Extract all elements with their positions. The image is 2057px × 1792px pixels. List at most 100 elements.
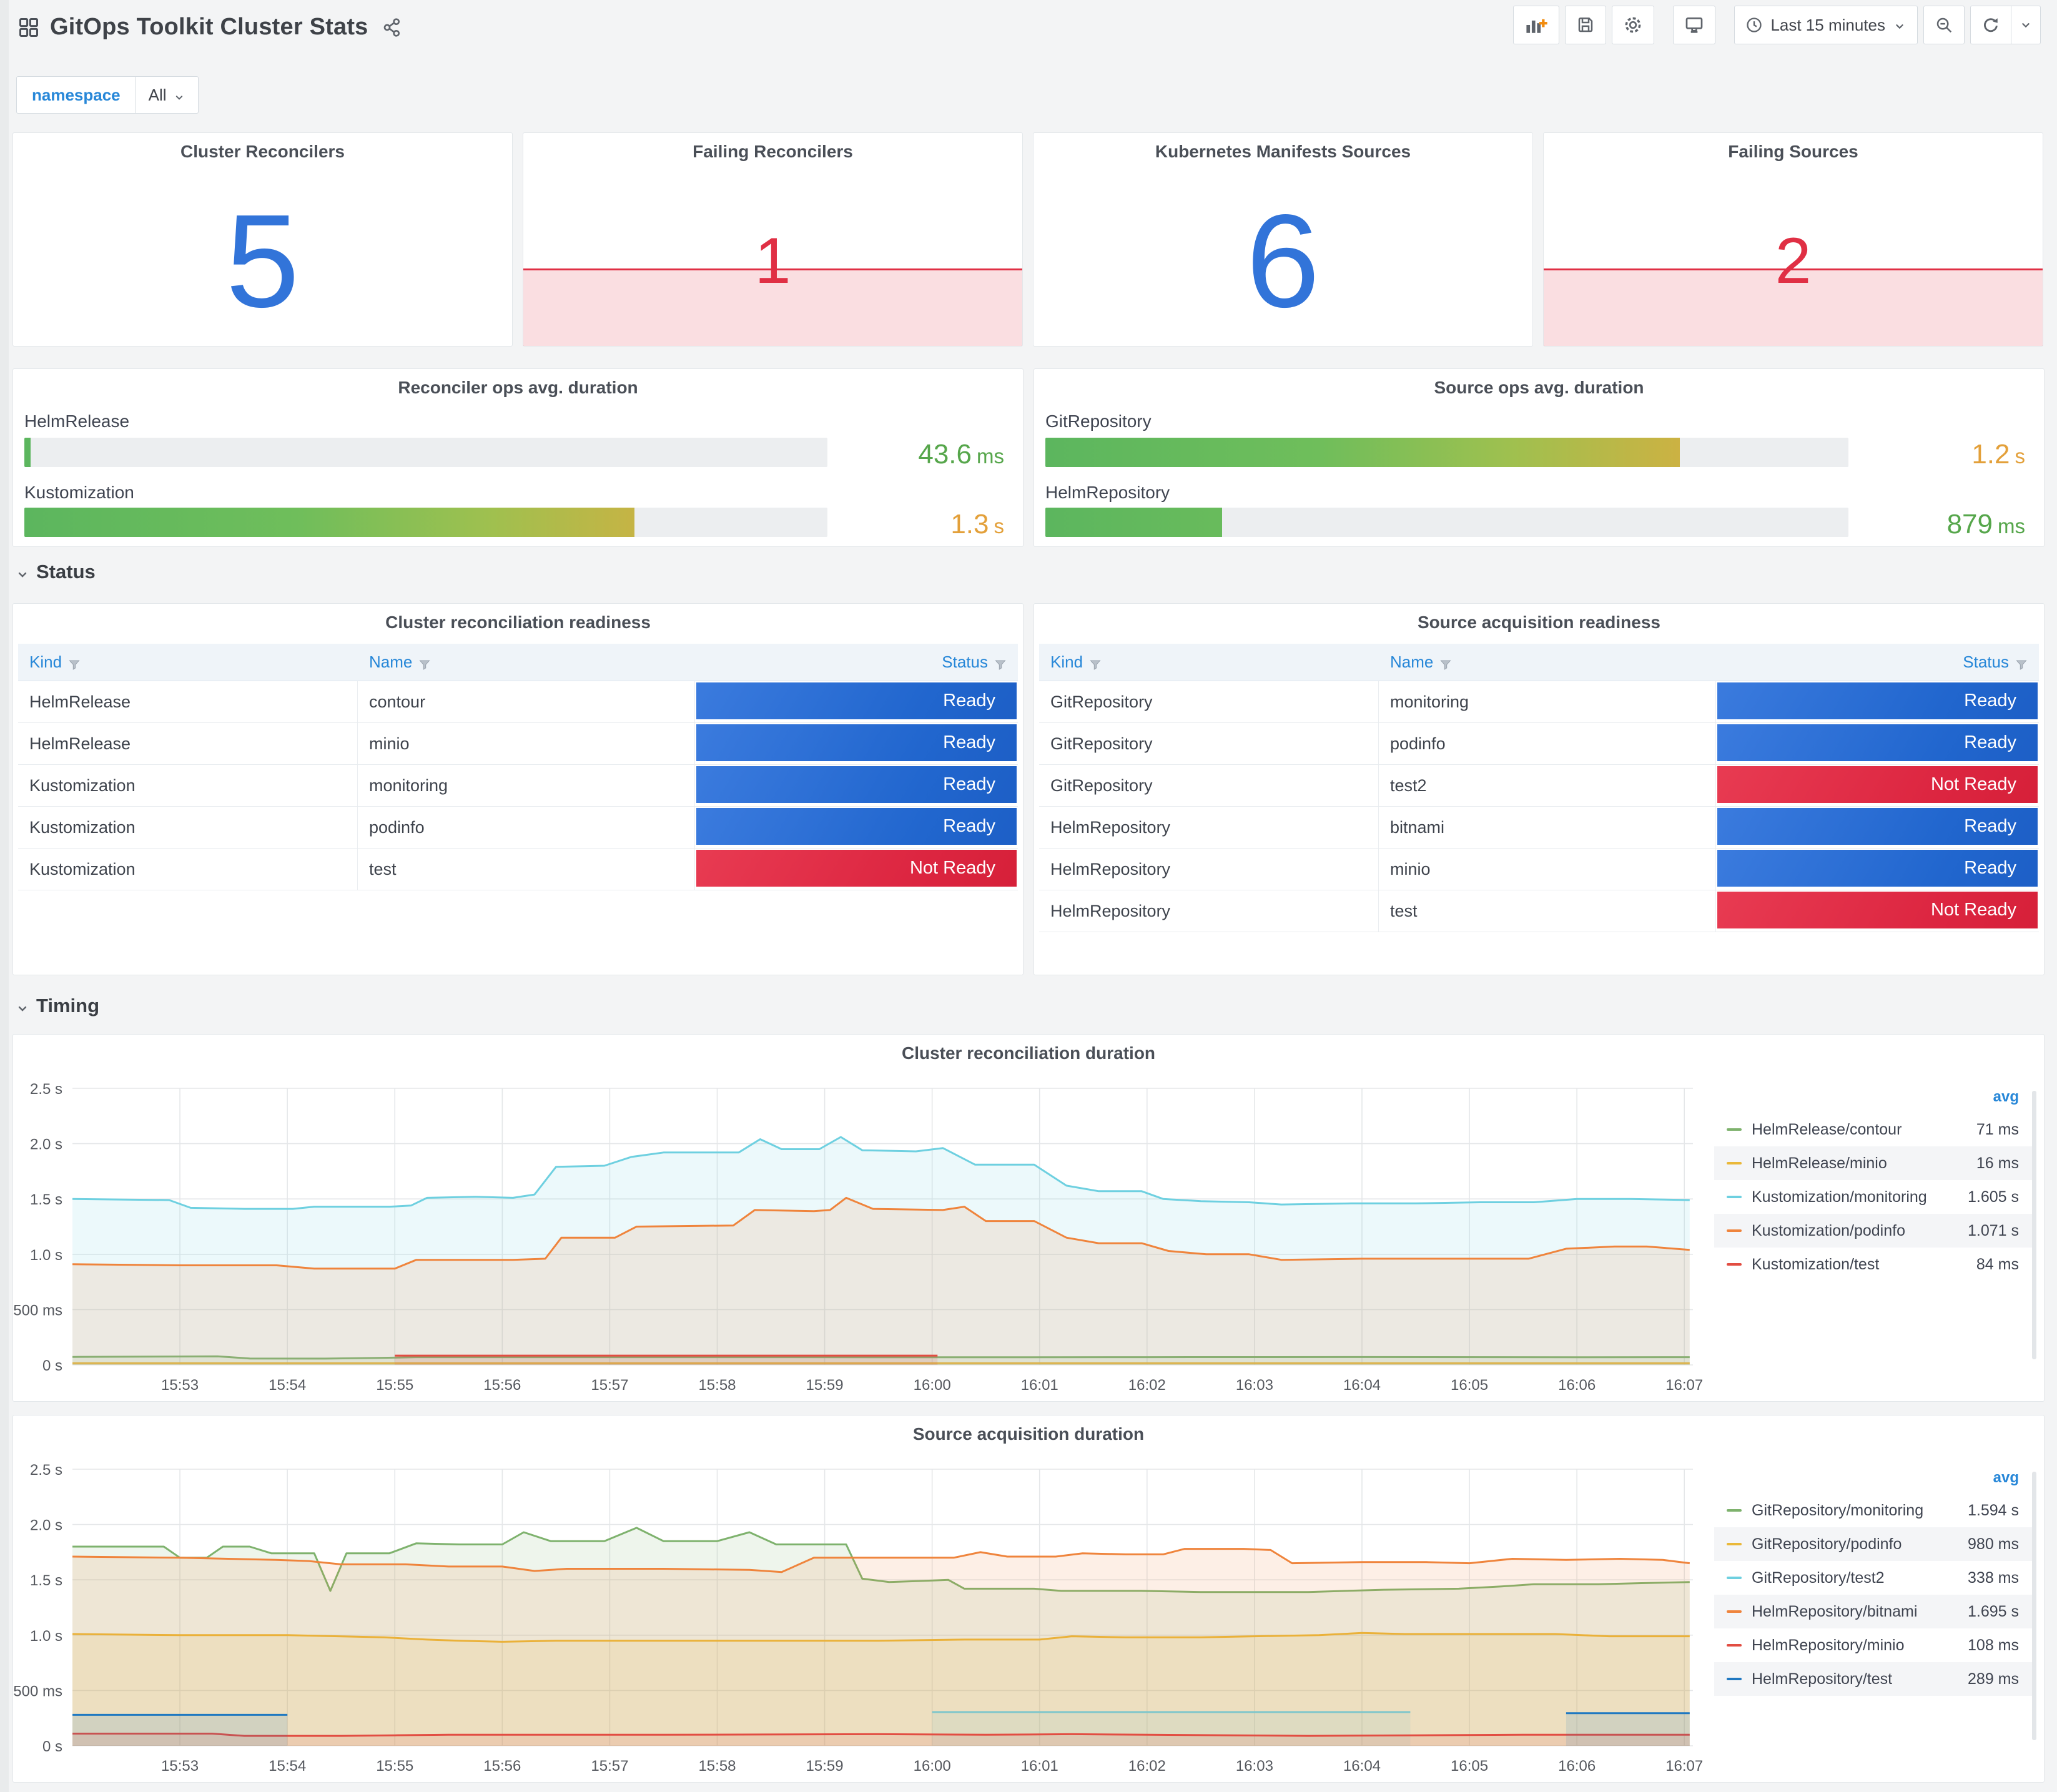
- share-icon[interactable]: [382, 17, 402, 37]
- cell-name: minio: [358, 723, 695, 764]
- chart-canvas[interactable]: 0 s 500 ms 1.0 s 1.5 s 2.0 s 2.5 s 15:53 15:54 1…: [13, 1415, 2044, 1782]
- legend-item[interactable]: Kustomization/monitoring 1.605 s: [1714, 1180, 2036, 1214]
- svg-text:16:07: 16:07: [1665, 1377, 1703, 1394]
- series-color-dash: [1727, 1263, 1742, 1266]
- column-header-status[interactable]: Status: [695, 644, 1018, 681]
- svg-text:2.0 s: 2.0 s: [30, 1136, 62, 1153]
- legend-item[interactable]: HelmRepository/test 289 ms: [1714, 1662, 2036, 1696]
- table-row[interactable]: HelmRepository test Not Ready: [1039, 890, 2039, 932]
- svg-text:15:53: 15:53: [161, 1377, 199, 1394]
- zoom-out-button[interactable]: [1923, 6, 1965, 44]
- column-header-kind[interactable]: Kind: [1039, 644, 1379, 681]
- table-row[interactable]: GitRepository monitoring Ready: [1039, 681, 2039, 723]
- table-row[interactable]: HelmRelease minio Ready: [18, 723, 1018, 765]
- panel-title[interactable]: Kubernetes Manifests Sources: [1155, 142, 1411, 161]
- status-badge: Ready: [1717, 808, 2038, 845]
- column-header-name[interactable]: Name: [358, 644, 695, 681]
- series-name: GitRepository/test2: [1752, 1568, 1885, 1587]
- series-color-dash: [1727, 1229, 1742, 1232]
- add-panel-button[interactable]: [1513, 6, 1560, 44]
- save-dashboard-button[interactable]: [1565, 6, 1607, 44]
- table-row[interactable]: HelmRelease contour Ready: [18, 681, 1018, 723]
- legend-scrollbar[interactable]: [2032, 1472, 2036, 1740]
- svg-text:1.0 s: 1.0 s: [30, 1247, 62, 1264]
- legend-item[interactable]: HelmRelease/contour 71 ms: [1714, 1113, 2036, 1146]
- cell-kind: HelmRepository: [1039, 807, 1379, 848]
- tv-kiosk-button[interactable]: [1673, 6, 1716, 44]
- svg-text:16:06: 16:06: [1558, 1758, 1596, 1775]
- series-name: Kustomization/monitoring: [1752, 1188, 1927, 1206]
- filter-funnel-icon[interactable]: [68, 656, 81, 670]
- gauge-bar: [1045, 508, 1222, 537]
- svg-text:1.0 s: 1.0 s: [30, 1628, 62, 1645]
- legend-item[interactable]: GitRepository/podinfo 980 ms: [1714, 1527, 2036, 1561]
- gauge-bar: [1045, 438, 1680, 467]
- refresh-interval-dropdown[interactable]: [2011, 6, 2041, 44]
- table-row[interactable]: Kustomization test Not Ready: [18, 849, 1018, 890]
- column-header-status[interactable]: Status: [1716, 644, 2039, 681]
- gauge-label: HelmRelease: [24, 411, 130, 431]
- filter-funnel-icon[interactable]: [2015, 656, 2028, 670]
- legend-avg-header[interactable]: avg: [1993, 1088, 2019, 1105]
- svg-text:15:54: 15:54: [269, 1377, 306, 1394]
- legend-item[interactable]: HelmRelease/minio 16 ms: [1714, 1146, 2036, 1180]
- panel-title[interactable]: Cluster Reconcilers: [180, 142, 345, 161]
- time-range-picker[interactable]: Last 15 minutes: [1734, 6, 1918, 44]
- panel-title[interactable]: Failing Reconcilers: [693, 142, 853, 161]
- svg-text:16:02: 16:02: [1128, 1758, 1166, 1775]
- stat-value: 5: [225, 186, 300, 335]
- panel-title[interactable]: Source acquisition duration: [912, 1424, 1145, 1444]
- legend-item[interactable]: HelmRepository/minio 108 ms: [1714, 1628, 2036, 1662]
- table-row[interactable]: GitRepository test2 Not Ready: [1039, 765, 2039, 807]
- legend-item[interactable]: Kustomization/test 84 ms: [1714, 1248, 2036, 1281]
- column-header-kind[interactable]: Kind: [18, 644, 358, 681]
- table-row[interactable]: GitRepository podinfo Ready: [1039, 723, 2039, 765]
- svg-text:1.5 s: 1.5 s: [30, 1191, 62, 1208]
- table-row[interactable]: HelmRepository minio Ready: [1039, 849, 2039, 890]
- panel-title[interactable]: Cluster reconciliation duration: [901, 1043, 1156, 1063]
- section-status[interactable]: Status: [15, 561, 96, 583]
- filter-funnel-icon[interactable]: [1439, 656, 1452, 670]
- filter-funnel-icon[interactable]: [418, 656, 431, 670]
- chart-canvas[interactable]: 0 s 500 ms 1.0 s 1.5 s 2.0 s 2.5 s 15:53 15:54 1…: [13, 1035, 2044, 1401]
- status-badge: Not Ready: [696, 850, 1017, 887]
- variable-value-dropdown[interactable]: All: [136, 76, 199, 114]
- table-header: Kind Name Status: [1039, 644, 2039, 681]
- variable-namespace: namespace All: [16, 76, 199, 114]
- toolbar: Last 15 minutes: [1513, 6, 2041, 44]
- refresh-button[interactable]: [1970, 6, 2011, 44]
- legend-item[interactable]: HelmRepository/bitnami 1.695 s: [1714, 1595, 2036, 1628]
- series-name: Kustomization/podinfo: [1752, 1221, 1905, 1239]
- filter-funnel-icon[interactable]: [1089, 656, 1102, 670]
- panel-title[interactable]: Source acquisition readiness: [1417, 613, 1661, 632]
- gauge-value: 879 ms: [1946, 509, 2025, 539]
- panel-title[interactable]: Reconciler ops avg. duration: [398, 378, 638, 397]
- variable-value: All: [148, 85, 167, 104]
- legend-item[interactable]: GitRepository/monitoring 1.594 s: [1714, 1494, 2036, 1527]
- column-header-name[interactable]: Name: [1379, 644, 1716, 681]
- table-row[interactable]: Kustomization monitoring Ready: [18, 765, 1018, 807]
- dashboard-settings-button[interactable]: [1612, 6, 1655, 44]
- section-timing[interactable]: Timing: [15, 995, 99, 1017]
- series-avg-value: 108 ms: [1968, 1636, 2019, 1654]
- series-color-dash: [1727, 1196, 1742, 1198]
- dashboard-grid-icon[interactable]: [17, 16, 40, 39]
- series-name: GitRepository/podinfo: [1752, 1535, 1902, 1553]
- cell-name: podinfo: [1379, 723, 1716, 764]
- legend-item[interactable]: Kustomization/podinfo 1.071 s: [1714, 1214, 2036, 1248]
- filter-funnel-icon[interactable]: [994, 656, 1007, 670]
- legend-avg-header[interactable]: avg: [1993, 1469, 2019, 1486]
- chevron-down-icon: [1893, 18, 1907, 32]
- legend-scrollbar[interactable]: [2032, 1091, 2036, 1359]
- timeseries-panel: Source acquisition duration 0 s 500 ms 1.0 …: [12, 1415, 2045, 1783]
- table-row[interactable]: Kustomization podinfo Ready: [18, 807, 1018, 849]
- series-avg-value: 16 ms: [1976, 1154, 2019, 1172]
- panel-title[interactable]: Cluster reconciliation readiness: [385, 613, 651, 632]
- chevron-down-icon: [15, 998, 30, 1013]
- legend-item[interactable]: GitRepository/test2 338 ms: [1714, 1561, 2036, 1595]
- table-row[interactable]: HelmRepository bitnami Ready: [1039, 807, 2039, 849]
- panel-title[interactable]: Source ops avg. duration: [1434, 378, 1644, 397]
- panel-title[interactable]: Failing Sources: [1728, 142, 1858, 161]
- cell-status: Ready: [695, 723, 1018, 764]
- cell-kind: GitRepository: [1039, 723, 1379, 764]
